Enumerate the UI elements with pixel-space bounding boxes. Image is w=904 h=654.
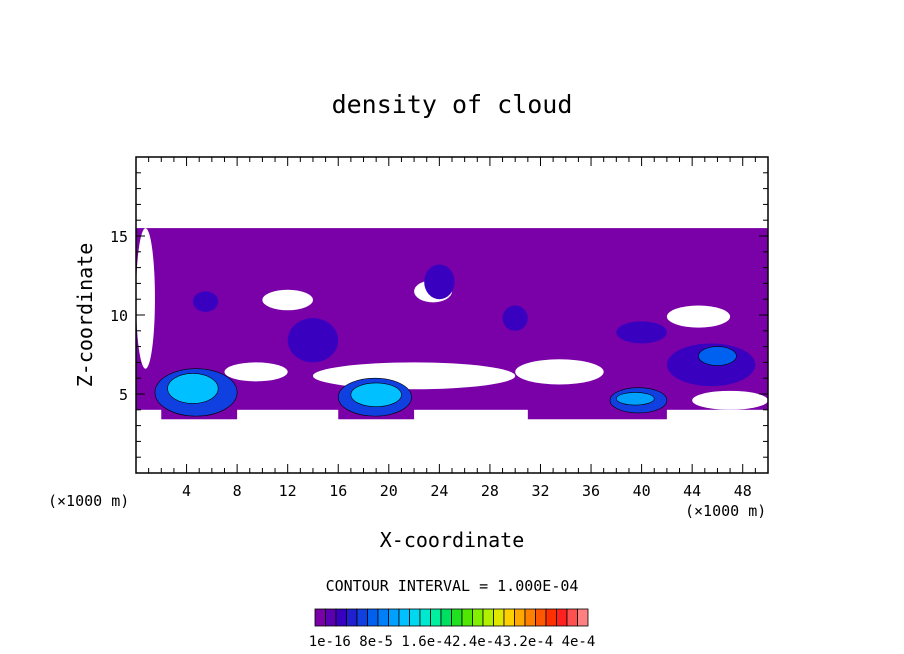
x-axis-unit-right: (×1000 m)	[685, 502, 766, 520]
x-axis: 4 8 12 16 20 24 28 32 36 40 44 48	[148, 157, 756, 500]
clear-air-gap	[262, 289, 313, 311]
colorbar-swatch	[335, 608, 347, 627]
cloud-core	[192, 291, 219, 312]
cloud-core	[502, 305, 528, 331]
cloud-core	[698, 346, 737, 366]
colorbar-swatch	[398, 608, 410, 627]
colorbar-swatch	[356, 608, 368, 627]
colorbar-swatch	[577, 608, 589, 627]
colorbar	[314, 608, 589, 627]
cloud-core	[616, 321, 667, 344]
colorbar-labels: 1e-16 8e-5 1.6e-42.4e-43.2e-4 4e-4	[309, 634, 596, 650]
colorbar-swatch	[482, 608, 494, 627]
colorbar-swatch	[545, 608, 557, 627]
colorbar-swatch	[493, 608, 505, 627]
colorbar-swatch	[367, 608, 379, 627]
x-tick-label: 28	[481, 482, 499, 500]
clear-air-gap	[224, 362, 288, 382]
y-axis: 5 10 15	[110, 172, 768, 458]
x-tick-label: 8	[233, 482, 242, 500]
colorbar-swatch	[346, 608, 358, 627]
x-tick-label: 4	[182, 482, 191, 500]
x-tick-label: 24	[430, 482, 448, 500]
colorbar-swatch	[314, 608, 326, 627]
clear-air-gap	[136, 228, 155, 369]
x-axis-label: X-coordinate	[380, 528, 525, 552]
clear-air-gap	[312, 362, 516, 390]
colorbar-swatch	[535, 608, 547, 627]
x-tick-label: 12	[279, 482, 297, 500]
colorbar-swatch	[514, 608, 526, 627]
y-axis-label: Z-coordinate	[73, 243, 97, 388]
clear-air-gap	[666, 305, 731, 328]
colorbar-swatch	[325, 608, 337, 627]
cloud-core	[287, 318, 339, 363]
x-tick-label: 20	[380, 482, 398, 500]
x-tick-label: 40	[633, 482, 651, 500]
colorbar-swatch	[377, 608, 389, 627]
colorbar-swatch	[524, 608, 536, 627]
cloud-core	[350, 382, 402, 407]
colorbar-swatch	[409, 608, 421, 627]
y-tick-label: 10	[110, 307, 128, 325]
colorbar-swatch	[451, 608, 463, 627]
colorbar-swatch	[556, 608, 568, 627]
y-tick-label: 5	[119, 386, 128, 404]
y-tick-label: 15	[110, 228, 128, 246]
clear-air-gap	[515, 359, 604, 385]
colorbar-swatch	[461, 608, 473, 627]
x-tick-label: 16	[329, 482, 347, 500]
cloud-core	[424, 264, 455, 300]
clear-air-gap	[692, 390, 768, 410]
colorbar-swatch	[503, 608, 515, 627]
plot-area	[136, 228, 768, 420]
colorbar-swatch	[566, 608, 578, 627]
colorbar-swatch	[388, 608, 400, 627]
colorbar-swatch	[430, 608, 442, 627]
contour-interval-label: CONTOUR INTERVAL = 1.000E-04	[326, 577, 579, 595]
cloud-core	[167, 373, 219, 404]
x-tick-label: 36	[582, 482, 600, 500]
cloud-core	[616, 392, 655, 406]
chart-title: density of cloud	[332, 90, 573, 119]
x-axis-unit-left: (×1000 m)	[48, 492, 129, 510]
colorbar-swatch	[472, 608, 484, 627]
x-tick-label: 48	[734, 482, 752, 500]
colorbar-swatch	[419, 608, 431, 627]
x-tick-label: 44	[683, 482, 701, 500]
x-tick-label: 32	[531, 482, 549, 500]
colorbar-swatch	[440, 608, 452, 627]
